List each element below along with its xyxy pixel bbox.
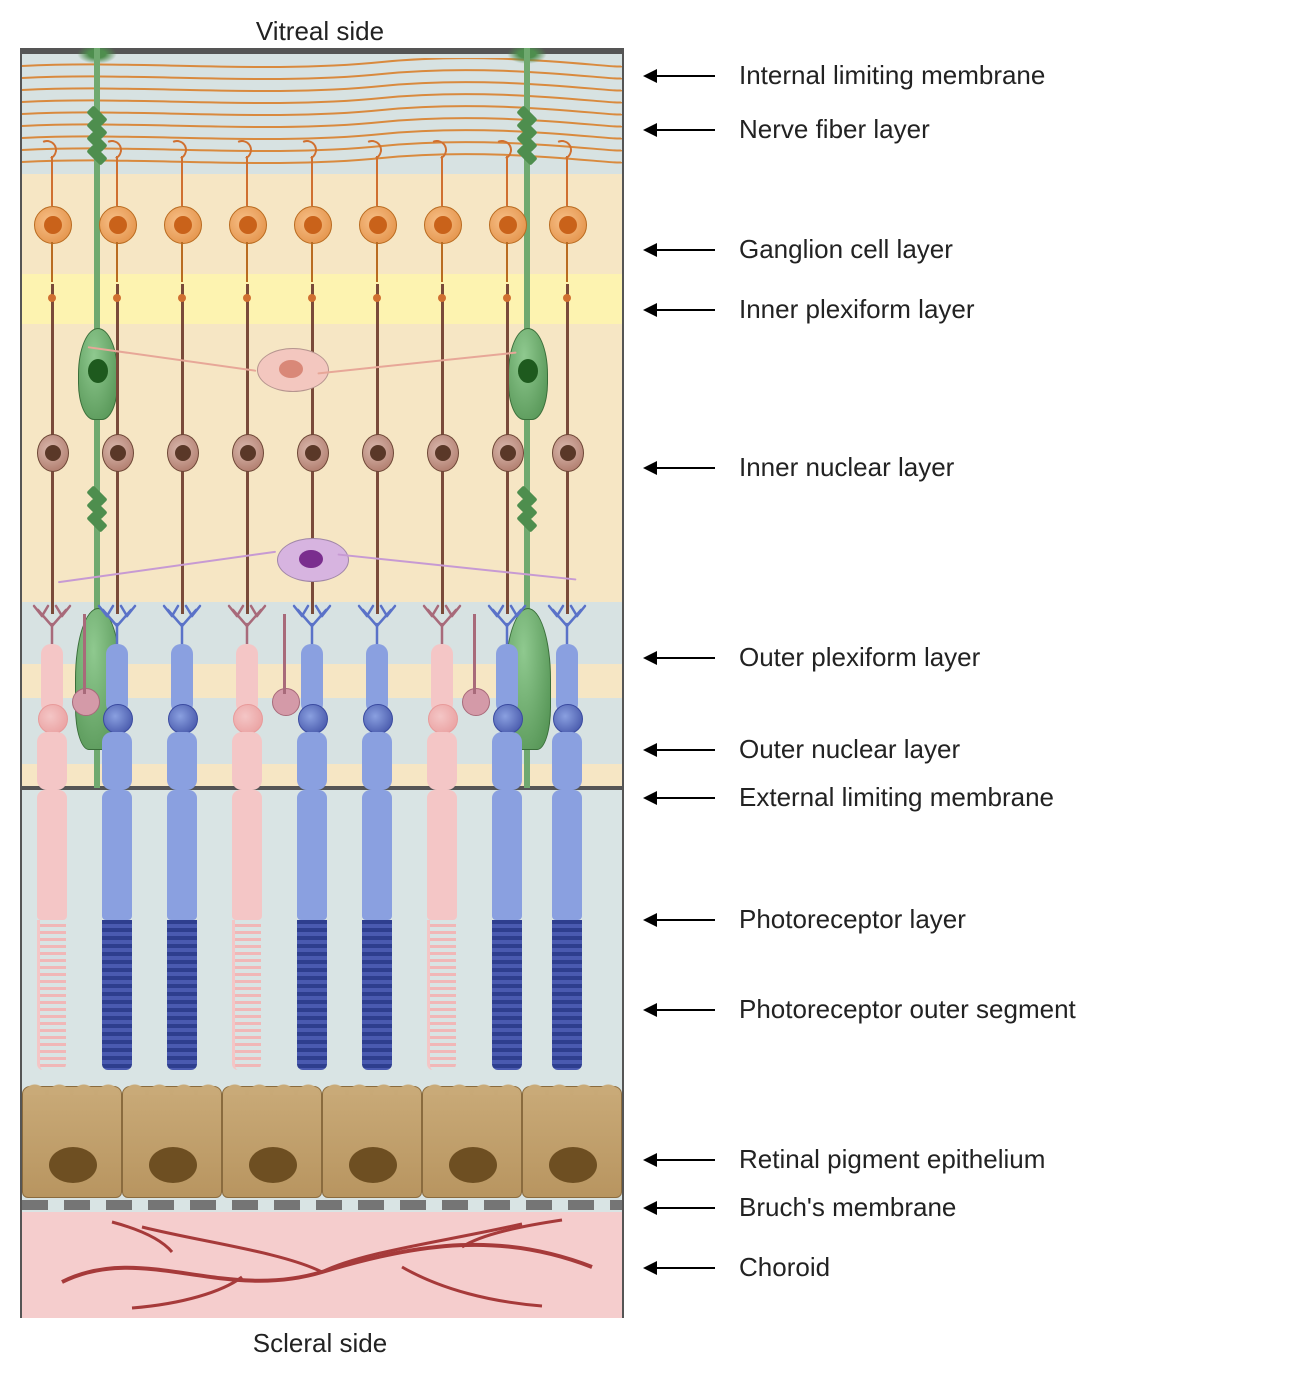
label-ipl: Inner plexiform layer bbox=[645, 294, 975, 325]
arrow-icon bbox=[645, 919, 715, 921]
label-text: Choroid bbox=[739, 1252, 830, 1283]
label-prl: Photoreceptor layer bbox=[645, 904, 966, 935]
bottom-title: Scleral side bbox=[20, 1328, 620, 1359]
arrow-icon bbox=[645, 75, 715, 77]
label-pos: Photoreceptor outer segment bbox=[645, 994, 1076, 1025]
arrow-icon bbox=[645, 1159, 715, 1161]
label-elm: External limiting membrane bbox=[645, 782, 1054, 813]
label-nfl: Nerve fiber layer bbox=[645, 114, 930, 145]
ganglion-cell bbox=[424, 206, 464, 244]
arrow-icon bbox=[645, 309, 715, 311]
dendritic-tuft bbox=[420, 604, 464, 644]
label-text: External limiting membrane bbox=[739, 782, 1054, 813]
synapse-dot bbox=[373, 294, 381, 302]
dendritic-tuft bbox=[160, 604, 204, 644]
arrow-icon bbox=[645, 249, 715, 251]
synapse-dot bbox=[243, 294, 251, 302]
bruch-membrane bbox=[22, 1200, 622, 1210]
ganglion-cell bbox=[359, 206, 399, 244]
amacrine-cell bbox=[257, 348, 329, 392]
rpe-row bbox=[22, 1070, 622, 1198]
dendritic-tuft bbox=[485, 604, 529, 644]
dendritic-tuft bbox=[355, 604, 399, 644]
label-bruch: Bruch's membrane bbox=[645, 1192, 956, 1223]
ganglion-cell bbox=[549, 206, 589, 244]
label-inl: Inner nuclear layer bbox=[645, 452, 954, 483]
synapse-dot bbox=[113, 294, 121, 302]
label-text: Inner plexiform layer bbox=[739, 294, 975, 325]
dendritic-tuft bbox=[225, 604, 269, 644]
ganglion-cell bbox=[164, 206, 204, 244]
label-text: Retinal pigment epithelium bbox=[739, 1144, 1045, 1175]
label-text: Photoreceptor outer segment bbox=[739, 994, 1076, 1025]
label-gcl: Ganglion cell layer bbox=[645, 234, 953, 265]
label-text: Inner nuclear layer bbox=[739, 452, 954, 483]
dendritic-tuft bbox=[545, 604, 589, 644]
dendritic-tuft bbox=[290, 604, 334, 644]
label-rpe: Retinal pigment epithelium bbox=[645, 1144, 1045, 1175]
dendritic-tuft bbox=[95, 604, 139, 644]
arrow-icon bbox=[645, 749, 715, 751]
horizontal-cell bbox=[72, 688, 100, 716]
synapse-dot bbox=[563, 294, 571, 302]
horizontal-dendrite bbox=[283, 614, 286, 694]
horizontal-cell bbox=[462, 688, 490, 716]
synapse-dot bbox=[308, 294, 316, 302]
synapse-dot bbox=[503, 294, 511, 302]
label-text: Nerve fiber layer bbox=[739, 114, 930, 145]
retina-diagram: Vitreal side bbox=[20, 20, 1279, 1371]
arrow-icon bbox=[645, 467, 715, 469]
synapse-dot bbox=[178, 294, 186, 302]
label-opl: Outer plexiform layer bbox=[645, 642, 980, 673]
horizontal-cell bbox=[272, 688, 300, 716]
arrow-icon bbox=[645, 797, 715, 799]
ganglion-cell bbox=[99, 206, 139, 244]
label-text: Ganglion cell layer bbox=[739, 234, 953, 265]
label-text: Internal limiting membrane bbox=[739, 60, 1045, 91]
arrow-icon bbox=[645, 1207, 715, 1209]
ganglion-cell bbox=[229, 206, 269, 244]
label-text: Outer plexiform layer bbox=[739, 642, 980, 673]
choroid-vessels bbox=[22, 1212, 622, 1318]
horizontal-dendrite bbox=[83, 614, 86, 694]
diagram-canvas bbox=[20, 48, 624, 1318]
synapse-dot bbox=[438, 294, 446, 302]
ganglion-cell bbox=[294, 206, 334, 244]
arrow-icon bbox=[645, 1009, 715, 1011]
label-text: Bruch's membrane bbox=[739, 1192, 956, 1223]
label-text: Photoreceptor layer bbox=[739, 904, 966, 935]
label-choroid: Choroid bbox=[645, 1252, 830, 1283]
synapse-dot bbox=[48, 294, 56, 302]
arrow-icon bbox=[645, 1267, 715, 1269]
amacrine-cell bbox=[277, 538, 349, 582]
label-text: Outer nuclear layer bbox=[739, 734, 960, 765]
top-title: Vitreal side bbox=[20, 16, 620, 47]
arrow-icon bbox=[645, 129, 715, 131]
label-onl: Outer nuclear layer bbox=[645, 734, 960, 765]
arrow-icon bbox=[645, 657, 715, 659]
ganglion-cell bbox=[34, 206, 74, 244]
label-ilm: Internal limiting membrane bbox=[645, 60, 1045, 91]
dendritic-tuft bbox=[30, 604, 74, 644]
horizontal-dendrite bbox=[473, 614, 476, 694]
ganglion-cell bbox=[489, 206, 529, 244]
